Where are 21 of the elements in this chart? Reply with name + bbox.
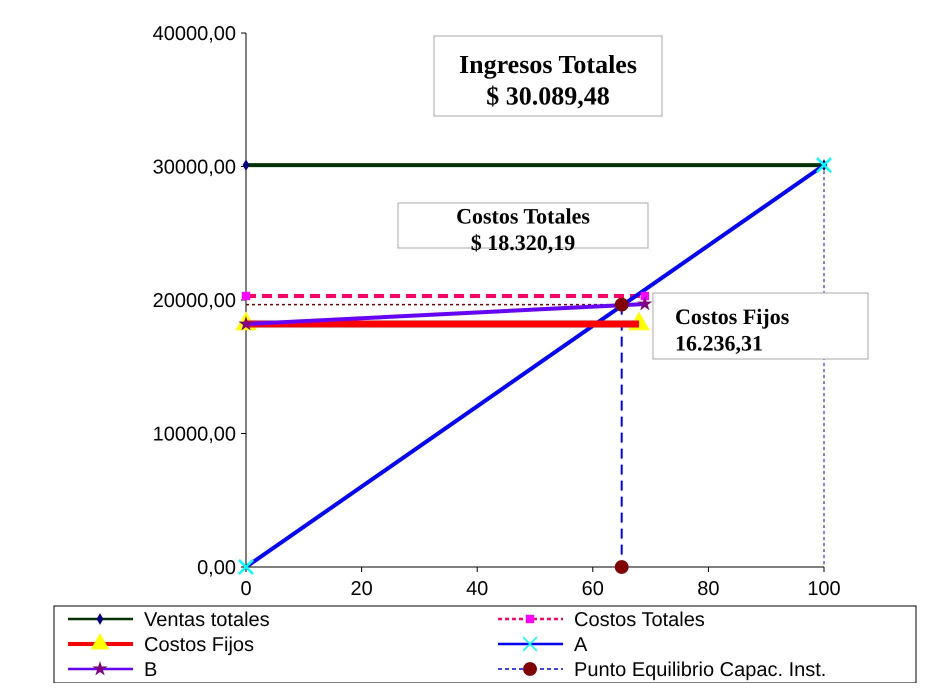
x-tick-label: 0	[240, 578, 252, 600]
point	[614, 298, 629, 312]
x-tick-label: 100	[807, 578, 841, 600]
annotation: Costos Fijos 16.236,31	[675, 304, 790, 356]
x-tick-label: 60	[582, 578, 604, 600]
y-tick-label: 0,00	[197, 557, 236, 579]
annotation: Costos Totales $ 18.320,19	[456, 204, 590, 255]
legend-label: Ventas totales	[144, 609, 270, 631]
legend-label: A	[574, 634, 588, 656]
legend-label: B	[144, 659, 158, 681]
legend-label: Costos Fijos	[144, 634, 254, 656]
x-tick-label: 20	[350, 578, 373, 600]
legend-label: Costos Totales	[574, 609, 705, 631]
x-tick-label: 80	[697, 578, 720, 600]
annotation: Ingresos Totales $ 30.089,48	[459, 50, 637, 110]
legend-label: Punto Equilibrio Capac. Inst.	[574, 659, 826, 681]
y-tick-label: 40000,00	[152, 23, 236, 45]
y-tick-label: 20000,00	[152, 290, 236, 312]
y-tick-label: 10000,00	[152, 424, 236, 446]
y-tick-label: 30000,00	[152, 156, 236, 178]
x-tick-label: 40	[466, 578, 488, 600]
